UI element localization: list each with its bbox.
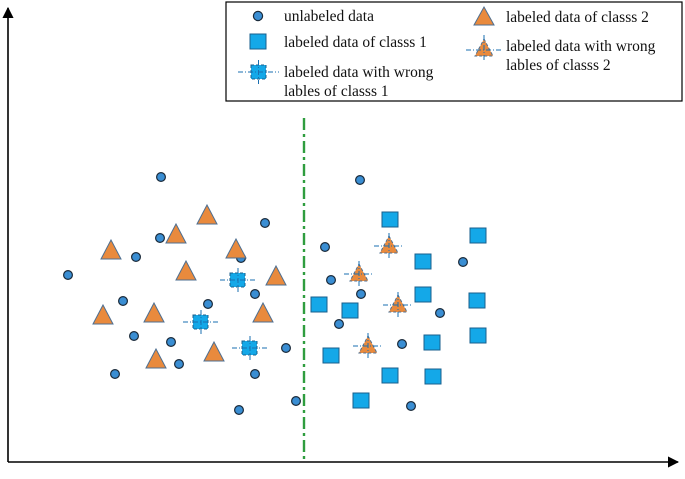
unlabeled-point [397, 339, 408, 350]
legend-item-class2: labeled data of classs 2 [473, 5, 649, 26]
unlabeled-point [174, 359, 185, 370]
legend-box [225, 1, 683, 102]
class2-point [265, 264, 287, 286]
legend-label-class1-wrong-line1: labeled data with wrong [284, 64, 434, 81]
class1-point [468, 292, 486, 309]
class1-point [381, 211, 399, 228]
data-points [62, 172, 487, 416]
unlabeled-point [203, 299, 214, 310]
class2-point [203, 340, 225, 362]
unlabeled-point [156, 172, 167, 183]
unlabeled-point [260, 218, 271, 229]
unlabeled-point [250, 369, 261, 380]
triangle-icon [473, 5, 495, 26]
unlabeled-point [62, 270, 73, 281]
legend-label-class2: labeled data of classs 2 [506, 9, 649, 26]
axes [2, 6, 680, 468]
class2-point [225, 237, 247, 259]
class2-point [165, 222, 187, 244]
circle-icon [252, 10, 264, 22]
class1-point [424, 368, 442, 385]
class1-point [341, 302, 359, 319]
unlabeled-point [281, 343, 292, 354]
unlabeled-point [117, 296, 128, 307]
class1-point [414, 286, 432, 303]
unlabeled-point [109, 369, 120, 380]
unlabeled-point [234, 405, 245, 416]
class1-point [469, 327, 487, 344]
legend-item-class2-wrong: labeled data with wrong lables of classs… [466, 35, 656, 74]
unlabeled-point [250, 289, 261, 300]
legend-item-class1: labeled data of classs 1 [249, 33, 427, 51]
legend-label-class2-wrong-line2: lables of classs 2 [506, 57, 611, 74]
unlabeled-point [458, 257, 469, 268]
unlabeled-point [406, 401, 417, 412]
class1-point [469, 227, 487, 244]
class1-point [322, 347, 340, 364]
legend-label-class2-wrong-line1: labeled data with wrong [506, 38, 656, 55]
unlabeled-point [326, 275, 337, 286]
unlabeled-point [131, 252, 142, 263]
unlabeled-point [291, 396, 302, 407]
legend-label-class1: labeled data of classs 1 [284, 34, 427, 51]
class1-point [414, 253, 432, 270]
legend-item-unlabeled: unlabeled data [252, 8, 374, 25]
legend-label-unlabeled: unlabeled data [284, 8, 374, 25]
class1-point [352, 392, 370, 409]
class1-point [381, 367, 399, 384]
class2-point [143, 301, 165, 323]
class2-point [252, 301, 274, 323]
class2-point [175, 259, 197, 281]
unlabeled-point [356, 289, 367, 300]
class1-point [423, 334, 441, 351]
class2-point [196, 203, 218, 225]
unlabeled-point [320, 242, 331, 253]
unlabeled-point [166, 337, 177, 348]
class2-point [100, 238, 122, 260]
class2-point [145, 347, 167, 369]
class2-point [92, 303, 114, 325]
legend-label-class1-wrong-line2: lables of classs 1 [284, 83, 389, 100]
unlabeled-point [355, 175, 366, 186]
square-icon [249, 33, 267, 50]
class1-point [310, 296, 328, 313]
legend: unlabeled data labeled data of classs 1 … [225, 1, 683, 102]
unlabeled-point [334, 319, 345, 330]
unlabeled-point [129, 331, 140, 342]
unlabeled-point [435, 308, 446, 319]
legend-item-class1-wrong: labeled data with wrong lables of classs… [238, 60, 434, 100]
unlabeled-point [155, 233, 166, 244]
